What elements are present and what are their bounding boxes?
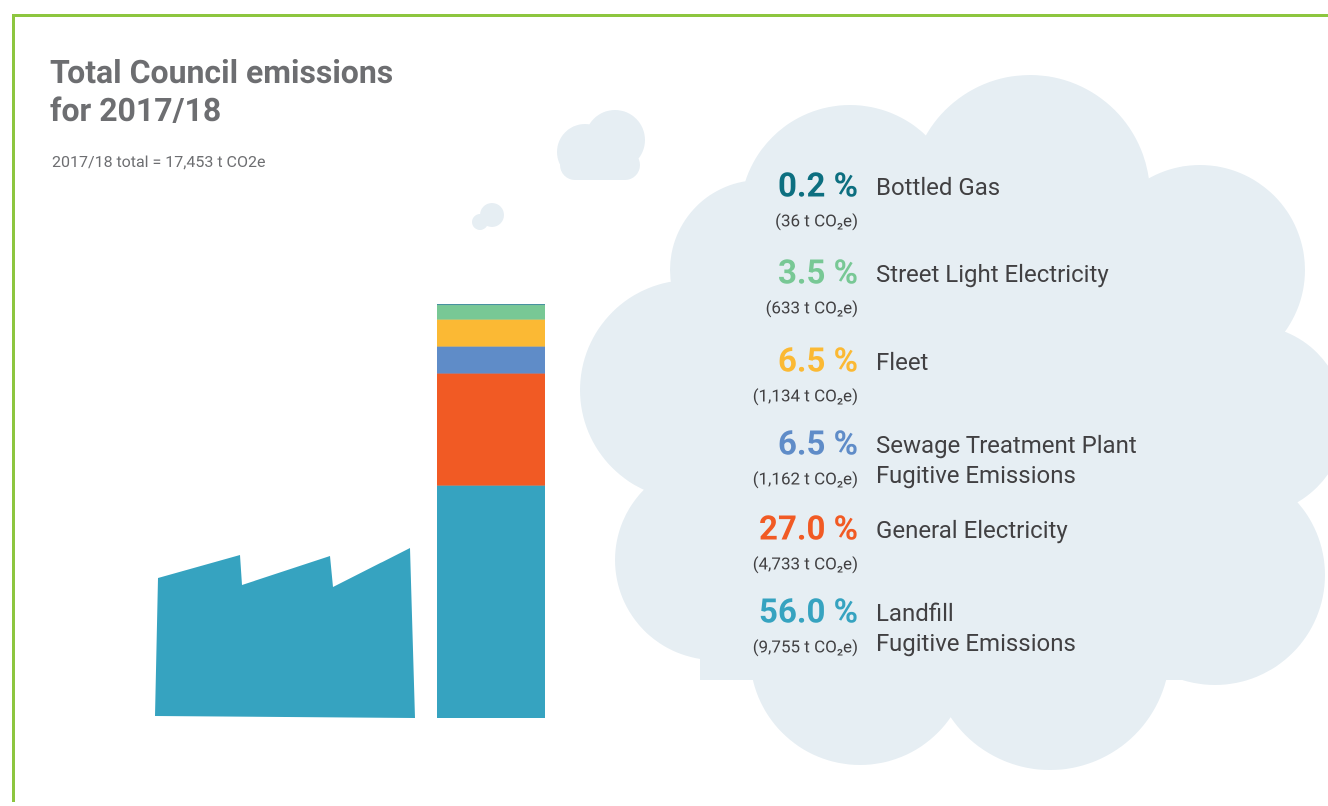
emission-label: (9,755 t CO₂e) <box>753 637 858 657</box>
subtitle: 2017/18 total = 17,453 t CO2e <box>52 152 265 171</box>
category-label: Bottled Gas <box>876 173 1000 201</box>
percent-label: 27.0 % <box>759 510 858 549</box>
page: {"chart_data": { "type": "chimney", "tit… <box>0 0 1328 802</box>
percent-label: 6.5 % <box>778 342 858 381</box>
factory <box>155 548 415 718</box>
category-label: Street Light Electricity <box>876 260 1109 288</box>
emission-label: (1,134 t CO₂e) <box>753 386 858 406</box>
emission-label: (633 t CO₂e) <box>766 298 858 318</box>
category-label: Fleet <box>876 348 929 376</box>
category-label: General Electricity <box>876 516 1068 544</box>
chimney-segment <box>437 320 545 347</box>
infographic: Total Council emissionsfor 2017/18 2017/… <box>0 0 1328 802</box>
chimney-segment <box>437 486 545 718</box>
percent-label: 56.0 % <box>759 593 858 632</box>
emission-label: (4,733 t CO₂e) <box>753 554 858 574</box>
chimney-segment <box>437 305 545 320</box>
emission-label: (36 t CO₂e) <box>775 211 858 231</box>
chimney-segment <box>437 374 545 486</box>
emission-label: (1,162 t CO₂e) <box>753 469 858 489</box>
percent-label: 0.2 % <box>778 167 858 206</box>
percent-label: 6.5 % <box>778 425 858 464</box>
chimney-segment <box>437 304 545 305</box>
percent-label: 3.5 % <box>778 254 858 293</box>
chimney-segment <box>437 347 545 374</box>
